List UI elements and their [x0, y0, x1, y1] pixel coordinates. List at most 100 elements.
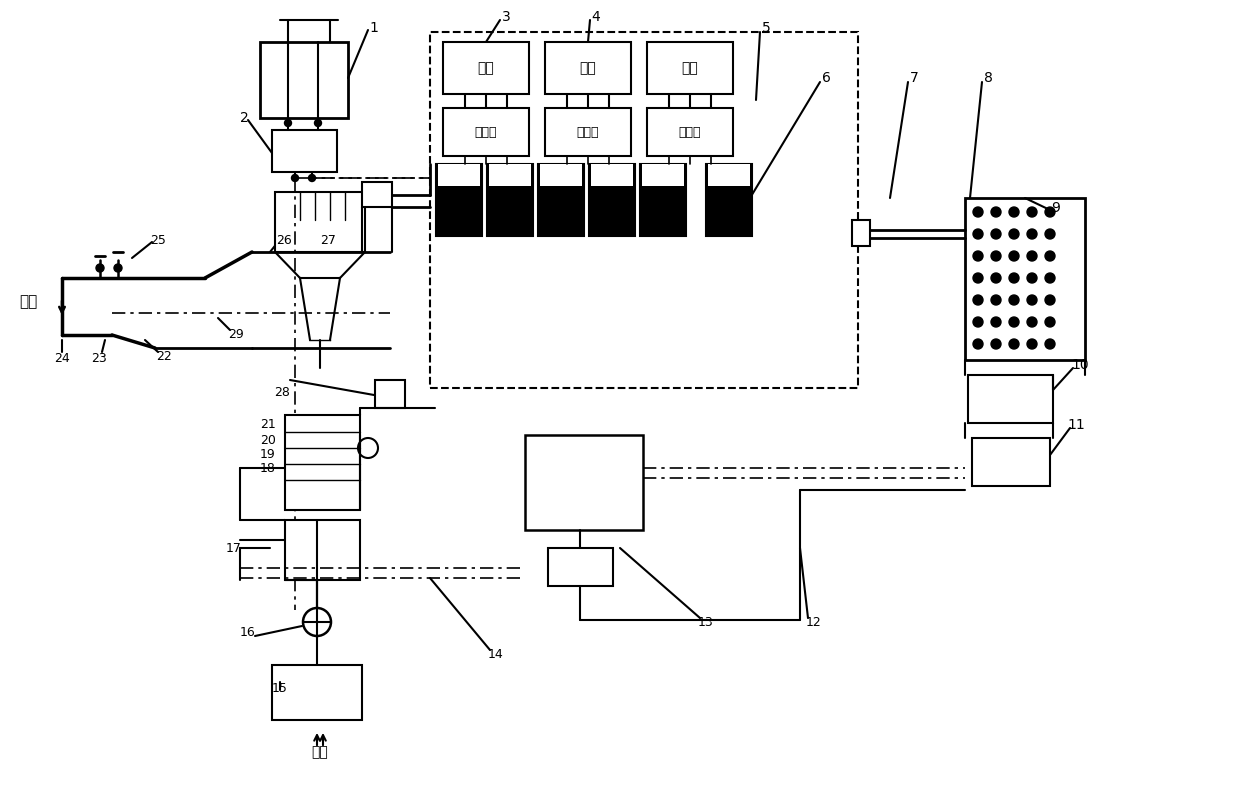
Bar	[965, 198, 1085, 360]
Bar	[272, 665, 362, 720]
Bar	[539, 164, 582, 186]
Bar	[489, 164, 531, 186]
Text: 24: 24	[55, 352, 69, 364]
Text: 空气: 空气	[311, 745, 329, 759]
Bar	[443, 42, 529, 94]
Text: 2: 2	[239, 111, 248, 125]
Circle shape	[973, 339, 983, 349]
Circle shape	[991, 339, 1001, 349]
Circle shape	[991, 229, 1001, 239]
Circle shape	[1027, 317, 1037, 327]
Text: 27: 27	[320, 234, 336, 247]
Text: 1: 1	[370, 21, 378, 35]
Text: 选择器: 选择器	[577, 126, 599, 139]
Bar	[275, 192, 365, 252]
Circle shape	[973, 251, 983, 261]
Bar	[430, 32, 858, 388]
Text: 11: 11	[1068, 418, 1085, 432]
Text: 21: 21	[260, 418, 275, 432]
Text: 23: 23	[91, 352, 107, 364]
Circle shape	[1027, 229, 1037, 239]
Bar	[538, 164, 584, 236]
Text: 选择器: 选择器	[678, 126, 702, 139]
Circle shape	[1009, 317, 1019, 327]
Bar	[589, 164, 635, 236]
Bar	[548, 548, 613, 586]
Circle shape	[284, 119, 291, 127]
Circle shape	[973, 207, 983, 217]
Text: 18: 18	[260, 461, 277, 474]
Text: 5: 5	[761, 21, 770, 35]
Text: 9: 9	[1052, 201, 1060, 215]
Text: 10: 10	[1071, 358, 1089, 372]
Text: 选择器: 选择器	[475, 126, 497, 139]
Text: 16: 16	[241, 626, 255, 638]
Bar	[546, 42, 631, 94]
Text: 12: 12	[806, 615, 822, 629]
Text: 17: 17	[226, 541, 242, 554]
Circle shape	[991, 207, 1001, 217]
Circle shape	[1009, 295, 1019, 305]
Bar	[272, 130, 337, 172]
Text: 6: 6	[822, 71, 831, 85]
Circle shape	[1009, 229, 1019, 239]
Circle shape	[991, 251, 1001, 261]
Bar	[972, 438, 1050, 486]
Circle shape	[1009, 273, 1019, 283]
Circle shape	[1027, 207, 1037, 217]
Text: 20: 20	[260, 433, 277, 446]
Circle shape	[973, 229, 983, 239]
Text: 29: 29	[228, 328, 244, 340]
Circle shape	[315, 119, 321, 127]
Circle shape	[1027, 251, 1037, 261]
Bar	[374, 380, 405, 408]
Bar	[706, 164, 751, 236]
Circle shape	[991, 295, 1001, 305]
Bar	[443, 108, 529, 156]
Bar	[438, 164, 480, 186]
Text: 电源: 电源	[682, 61, 698, 75]
Circle shape	[1009, 339, 1019, 349]
Text: 13: 13	[698, 615, 714, 629]
Circle shape	[1045, 229, 1055, 239]
Text: 电源: 电源	[477, 61, 495, 75]
Circle shape	[973, 295, 983, 305]
Bar	[546, 108, 631, 156]
Bar	[647, 108, 733, 156]
Circle shape	[114, 264, 122, 272]
Text: 电源: 电源	[579, 61, 596, 75]
Circle shape	[991, 273, 1001, 283]
Bar	[362, 182, 392, 207]
Text: 排气: 排气	[19, 295, 37, 309]
Text: 25: 25	[150, 234, 166, 247]
Circle shape	[1009, 251, 1019, 261]
Bar	[525, 435, 644, 530]
Bar	[968, 375, 1053, 423]
Circle shape	[1027, 339, 1037, 349]
Bar	[640, 164, 686, 236]
Bar	[852, 220, 870, 246]
Text: 7: 7	[910, 71, 919, 85]
Circle shape	[309, 175, 315, 182]
Text: 8: 8	[983, 71, 992, 85]
Text: 26: 26	[277, 234, 291, 247]
Circle shape	[1027, 273, 1037, 283]
Circle shape	[991, 317, 1001, 327]
Circle shape	[973, 273, 983, 283]
Text: 4: 4	[591, 10, 600, 24]
Bar	[285, 415, 360, 510]
Bar	[260, 42, 348, 118]
Text: 14: 14	[489, 647, 503, 661]
Circle shape	[1045, 207, 1055, 217]
Text: 15: 15	[272, 682, 288, 694]
Circle shape	[973, 317, 983, 327]
Circle shape	[1045, 317, 1055, 327]
Bar	[642, 164, 684, 186]
Bar	[285, 520, 360, 580]
Text: 22: 22	[156, 349, 172, 363]
Circle shape	[1045, 295, 1055, 305]
Circle shape	[1009, 207, 1019, 217]
Bar	[591, 164, 632, 186]
Text: 28: 28	[274, 385, 290, 399]
Circle shape	[1027, 295, 1037, 305]
